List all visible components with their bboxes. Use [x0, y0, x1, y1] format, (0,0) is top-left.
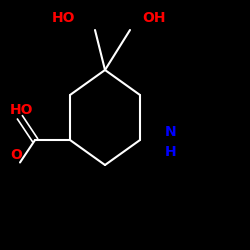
Text: HO: HO — [52, 10, 75, 24]
Text: HO: HO — [10, 103, 34, 117]
Text: N: N — [165, 126, 176, 140]
Text: O: O — [10, 148, 22, 162]
Text: OH: OH — [142, 10, 166, 24]
Text: H: H — [165, 146, 176, 160]
